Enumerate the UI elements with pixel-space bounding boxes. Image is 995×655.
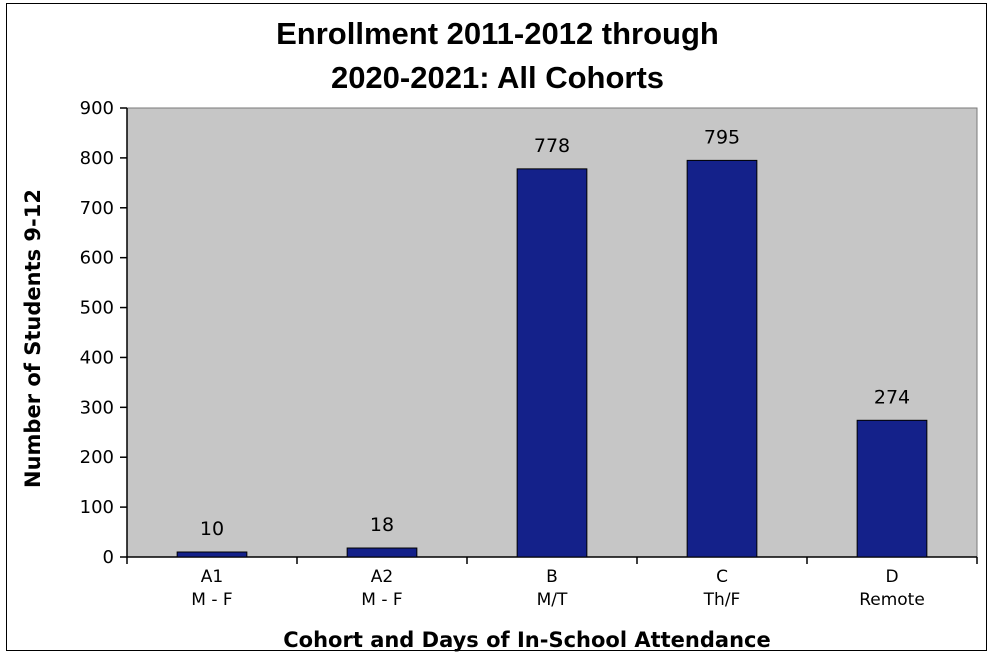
bar [687, 160, 757, 557]
bar [517, 169, 587, 557]
y-tick-label: 500 [80, 298, 114, 319]
y-tick-label: 0 [103, 547, 114, 568]
data-label: 778 [534, 135, 570, 157]
bar [347, 548, 417, 557]
y-tick-label: 900 [80, 98, 114, 119]
data-label: 274 [874, 386, 910, 408]
bar [177, 552, 247, 557]
y-tick-label: 100 [80, 497, 114, 518]
y-axis-label: Number of Students 9-12 [21, 189, 45, 488]
y-tick-label: 700 [80, 198, 114, 219]
x-tick-label: A2 [371, 567, 393, 587]
x-tick-label: B [546, 567, 558, 587]
x-tick-label: Th/F [703, 590, 741, 610]
y-tick-label: 400 [80, 347, 114, 368]
x-tick-label: A1 [201, 567, 223, 587]
data-label: 18 [370, 514, 394, 536]
y-tick-label: 200 [80, 447, 114, 468]
x-tick-label: Remote [859, 590, 925, 610]
y-tick-label: 800 [80, 148, 114, 169]
x-tick-label: M/T [537, 590, 568, 610]
x-tick-label: M - F [191, 590, 232, 610]
data-label: 10 [200, 518, 224, 540]
data-label: 795 [704, 126, 740, 148]
x-axis-label: Cohort and Days of In-School Attendance [283, 628, 770, 652]
x-tick-label: M - F [361, 590, 402, 610]
x-tick-label: D [885, 567, 898, 587]
y-tick-label: 600 [80, 248, 114, 269]
x-tick-label: C [716, 567, 728, 587]
bar [857, 420, 927, 557]
y-tick-label: 300 [80, 397, 114, 418]
